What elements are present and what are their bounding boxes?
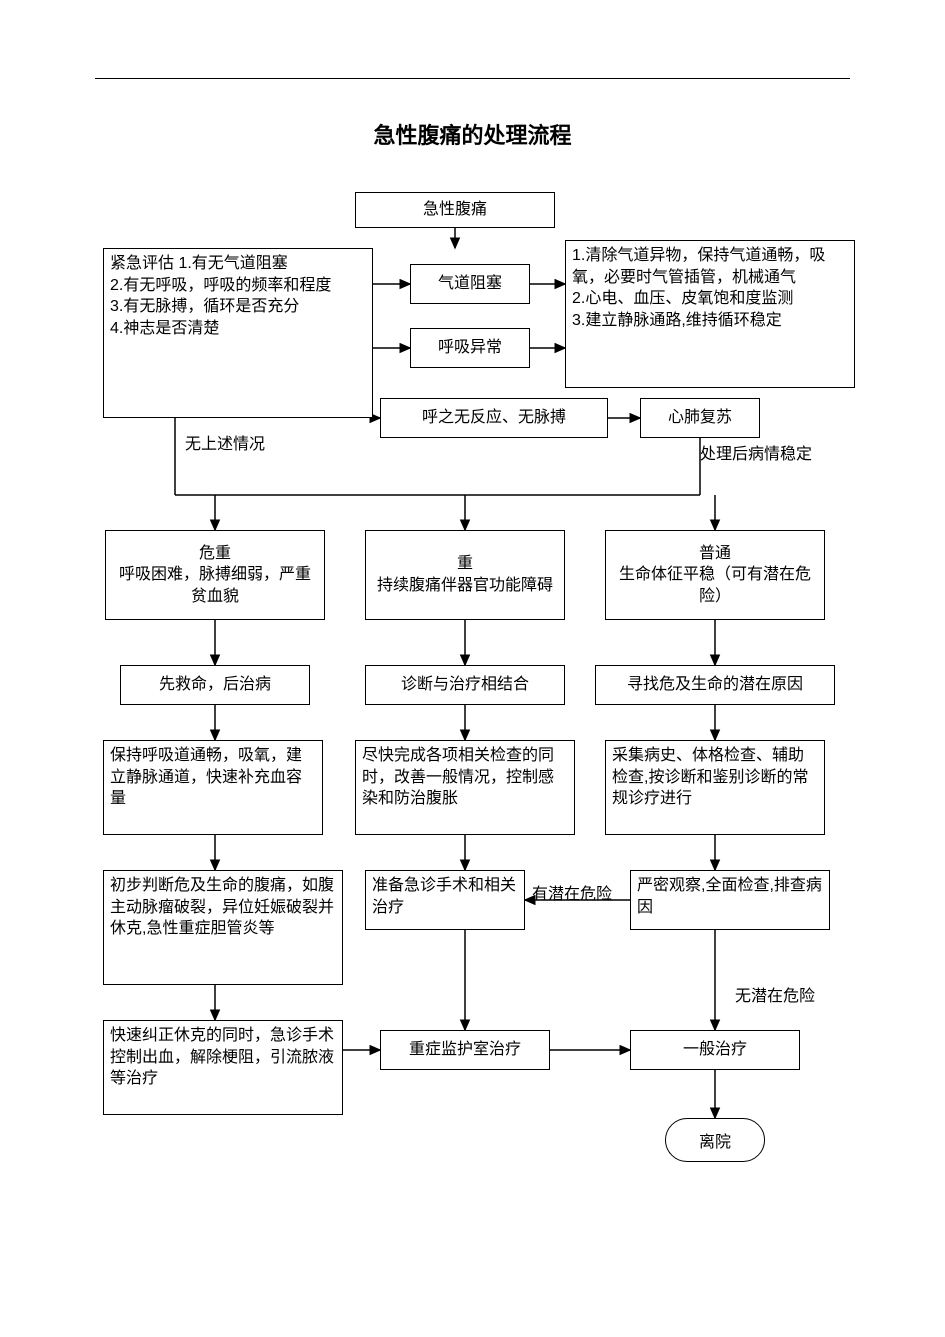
node-general: 一般治疗 <box>630 1030 800 1070</box>
page: 急性腹痛的处理流程 急性腹痛 紧急评估 1.有无气道阻塞 2.有无呼吸，呼吸的频… <box>0 0 945 1337</box>
node-sev-a: 诊断与治疗相结合 <box>365 665 565 705</box>
node-norm-a: 寻找危及生命的潜在原因 <box>595 665 835 705</box>
node-assess: 紧急评估 1.有无气道阻塞 2.有无呼吸，呼吸的频率和程度 3.有无脉搏，循环是… <box>103 248 373 418</box>
node-noresp: 呼之无反应、无脉搏 <box>380 398 608 438</box>
node-discharge: 离院 <box>665 1118 765 1162</box>
label-no-latent: 无潜在危险 <box>735 982 815 1006</box>
top-rule <box>95 78 850 79</box>
node-norm-c: 严密观察,全面检查,排查病因 <box>630 870 830 930</box>
node-breath: 呼吸异常 <box>410 328 530 368</box>
node-airway: 气道阻塞 <box>410 264 530 304</box>
label-stable: 处理后病情稳定 <box>700 440 812 464</box>
label-no-above: 无上述情况 <box>185 430 265 454</box>
node-measures: 1.清除气道异物，保持气道通畅，吸氧，必要时气管插管，机械通气 2.心电、血压、… <box>565 240 855 388</box>
page-title: 急性腹痛的处理流程 <box>0 118 945 150</box>
node-start: 急性腹痛 <box>355 192 555 228</box>
label-latent: 有潜在危险 <box>532 880 612 904</box>
node-crit-a: 先救命，后治病 <box>120 665 310 705</box>
node-normal: 普通 生命体征平稳（可有潜在危险） <box>605 530 825 620</box>
node-crit-d: 快速纠正休克的同时，急诊手术控制出血，解除梗阻，引流脓液等治疗 <box>103 1020 343 1115</box>
node-critical: 危重 呼吸困难，脉搏细弱，严重贫血貌 <box>105 530 325 620</box>
node-crit-c: 初步判断危及生命的腹痛，如腹主动脉瘤破裂，异位妊娠破裂并休克,急性重症胆管炎等 <box>103 870 343 985</box>
node-norm-b: 采集病史、体格检查、辅助检查,按诊断和鉴别诊断的常规诊疗进行 <box>605 740 825 835</box>
node-crit-b: 保持呼吸道通畅，吸氧，建立静脉通道，快速补充血容量 <box>103 740 323 835</box>
node-icu: 重症监护室治疗 <box>380 1030 550 1070</box>
node-sev-c: 准备急诊手术和相关治疗 <box>365 870 525 930</box>
node-sev-b: 尽快完成各项相关检查的同时，改善一般情况，控制感染和防治腹胀 <box>355 740 575 835</box>
node-severe: 重 持续腹痛伴器官功能障碍 <box>365 530 565 620</box>
node-cpr: 心肺复苏 <box>640 398 760 438</box>
